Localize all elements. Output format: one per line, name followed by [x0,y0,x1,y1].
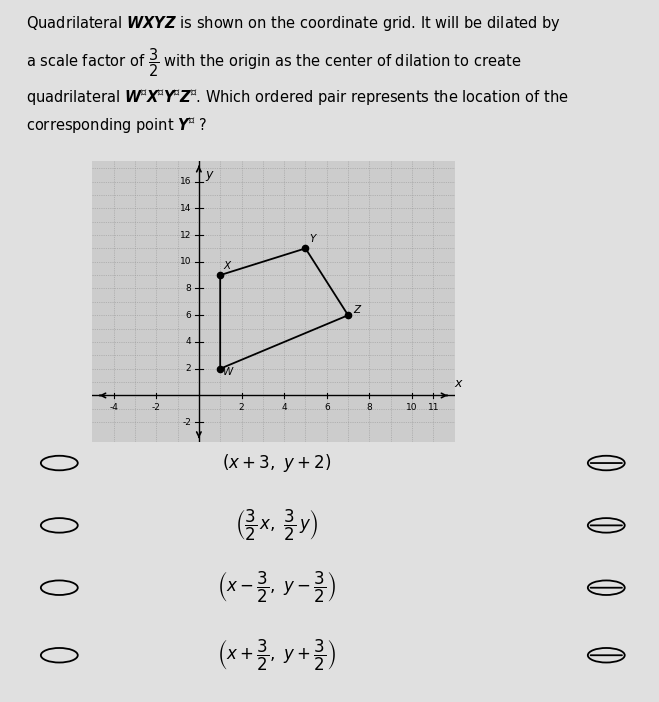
Text: $\left(x + \dfrac{3}{2},\ y + \dfrac{3}{2}\right)$: $\left(x + \dfrac{3}{2},\ y + \dfrac{3}{… [217,637,336,673]
Text: 8: 8 [186,284,191,293]
Text: 12: 12 [180,230,191,239]
Text: W: W [223,366,234,377]
Text: 2: 2 [186,364,191,373]
Text: -2: -2 [152,403,161,412]
Text: 4: 4 [281,403,287,412]
Text: 6: 6 [324,403,330,412]
Text: Quadrilateral $\bfit{WXYZ}$ is shown on the coordinate grid. It will be dilated : Quadrilateral $\bfit{WXYZ}$ is shown on … [26,14,569,135]
Text: -4: -4 [109,403,118,412]
Text: 11: 11 [428,403,439,412]
Text: y: y [205,168,213,181]
Text: 8: 8 [366,403,372,412]
Text: $\left(x - \dfrac{3}{2},\ y - \dfrac{3}{2}\right)$: $\left(x - \dfrac{3}{2},\ y - \dfrac{3}{… [217,570,336,605]
Text: X: X [223,261,231,271]
Text: 10: 10 [180,257,191,266]
Text: $(x + 3,\ y + 2)$: $(x + 3,\ y + 2)$ [222,452,331,474]
Text: 2: 2 [239,403,244,412]
Text: 16: 16 [180,177,191,186]
Text: 4: 4 [186,338,191,347]
Text: -2: -2 [183,418,191,427]
Text: Y: Y [310,234,316,244]
Text: Z: Z [353,305,360,315]
Text: 14: 14 [180,204,191,213]
Text: 6: 6 [186,311,191,319]
Text: 10: 10 [407,403,418,412]
Text: x: x [455,377,462,390]
Text: $\left(\dfrac{3}{2}\,x,\ \dfrac{3}{2}\,y\right)$: $\left(\dfrac{3}{2}\,x,\ \dfrac{3}{2}\,y… [235,508,318,543]
